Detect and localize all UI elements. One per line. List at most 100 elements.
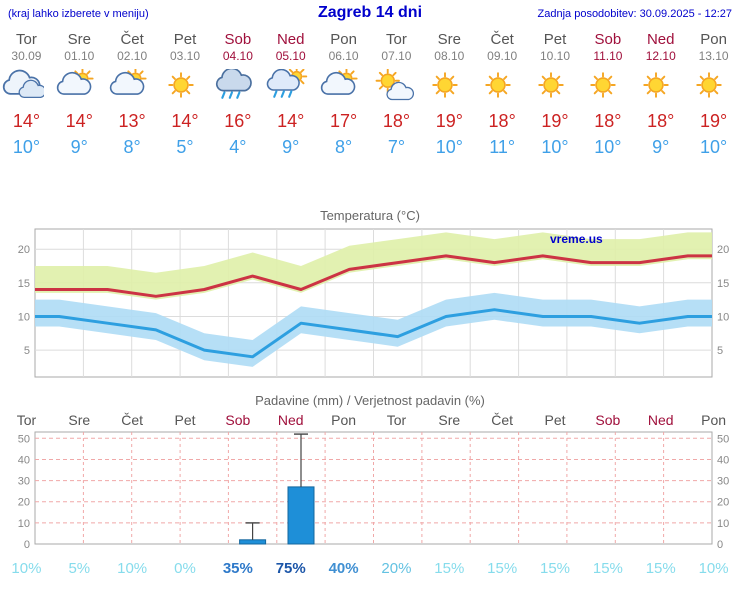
day-name-label: Tor bbox=[16, 31, 37, 48]
tmin-line bbox=[35, 308, 712, 359]
precip-day-label: Ned bbox=[277, 412, 304, 428]
forecast-day[interactable]: Čet 09.10 18° 11° bbox=[476, 31, 529, 158]
location-note: (kraj lahko izberete v meniju) bbox=[8, 8, 149, 20]
day-tmin-value: 10° bbox=[699, 137, 728, 157]
day-date-label: 01.10 bbox=[64, 49, 95, 63]
forecast-day[interactable]: Sre 08.10 19° 10° bbox=[423, 31, 476, 158]
day-date-label: 13.10 bbox=[698, 49, 729, 63]
day-tmax-value: 17° bbox=[329, 111, 358, 131]
svg-text:10: 10 bbox=[717, 518, 729, 530]
partly-cloudy-icon bbox=[53, 69, 106, 107]
day-tmax-value: 14° bbox=[277, 111, 305, 131]
svg-text:50: 50 bbox=[717, 433, 729, 445]
forecast-day[interactable]: Pet 10.10 19° 10° bbox=[529, 31, 582, 158]
day-date-label: 07.10 bbox=[381, 49, 412, 63]
page-title: Zagreb 14 dni bbox=[317, 4, 423, 21]
forecast-day[interactable]: Sob 04.10 16° 4° bbox=[211, 31, 264, 158]
day-tmax-value: 14° bbox=[12, 111, 41, 131]
precip-day-label: Čet bbox=[121, 412, 144, 428]
svg-text:30: 30 bbox=[717, 476, 729, 488]
day-name-label: Pon bbox=[700, 31, 727, 48]
precip-day-label: Sre bbox=[438, 412, 461, 428]
precip-day-label: Ned bbox=[647, 412, 674, 428]
day-tmin-value: 5° bbox=[176, 137, 194, 157]
forecast-day[interactable]: Pet 03.10 14° 5° bbox=[159, 31, 212, 158]
forecast-day[interactable]: Pon 13.10 19° 10° bbox=[687, 31, 740, 158]
precip-probability-value: 5% bbox=[68, 560, 91, 577]
precip-day-label: Pon bbox=[701, 412, 727, 428]
precip-day-labels: Tor Sre Čet Pet Sob Ned Pon Tor Sre Čet Pet Sob Ned P… bbox=[0, 412, 740, 428]
precip-probability-value: 10% bbox=[117, 560, 148, 577]
svg-text:20: 20 bbox=[18, 497, 30, 509]
forecast-day[interactable]: Ned 05.10 14° 9° bbox=[264, 31, 317, 158]
forecast-day[interactable]: Ned 12.10 18° 9° bbox=[634, 31, 687, 158]
day-date-label: 04.10 bbox=[222, 49, 253, 63]
day-date-label: 09.10 bbox=[487, 49, 518, 63]
mostly-sunny-icon bbox=[370, 69, 423, 107]
precip-day-label: Pon bbox=[331, 412, 357, 428]
day-name-label: Sre bbox=[67, 31, 91, 48]
precip-probability-value: 75% bbox=[275, 560, 306, 577]
temperature-chart-title: Temperatura (°C) bbox=[320, 208, 420, 223]
temperature-chart: 5 5 10 10 15 15 20 20 vreme.us bbox=[0, 223, 740, 383]
day-tmax-value: 14° bbox=[171, 111, 199, 131]
svg-text:20: 20 bbox=[717, 244, 729, 256]
sunny-icon bbox=[634, 69, 687, 107]
day-tmax-value: 19° bbox=[541, 111, 569, 131]
cloudy-icon bbox=[0, 69, 53, 107]
day-tmin-value: 11° bbox=[489, 137, 516, 157]
day-name-label: Sre bbox=[437, 31, 461, 48]
day-tmin-value: 8° bbox=[123, 137, 141, 157]
day-tmax-value: 19° bbox=[699, 111, 728, 131]
partly-cloudy-icon bbox=[106, 69, 159, 107]
precip-probability-value: 10% bbox=[11, 560, 42, 577]
day-date-label: 02.10 bbox=[117, 49, 148, 63]
day-name-label: Pet bbox=[173, 31, 197, 48]
day-name-label: Tor bbox=[386, 31, 407, 48]
precip-probability-value: 10% bbox=[698, 560, 729, 577]
precip-bar bbox=[287, 486, 315, 545]
day-tmin-value: 7° bbox=[387, 137, 406, 157]
precip-probability-value: 15% bbox=[434, 560, 465, 577]
precip-probability-value: 15% bbox=[592, 560, 623, 577]
forecast-day[interactable]: Sob 11.10 18° 10° bbox=[581, 31, 634, 158]
day-tmax-value: 18° bbox=[647, 111, 675, 131]
day-name-label: Ned bbox=[276, 31, 305, 48]
day-date-label: 10.10 bbox=[540, 49, 571, 63]
day-tmin-value: 4° bbox=[229, 137, 247, 157]
svg-text:40: 40 bbox=[717, 455, 729, 467]
forecast-day[interactable]: Pon 06.10 17° 8° bbox=[317, 31, 370, 158]
sunny-icon bbox=[159, 69, 212, 107]
day-date-label: 08.10 bbox=[434, 49, 465, 63]
day-tmin-value: 10° bbox=[594, 137, 622, 157]
precip-day-label: Pet bbox=[174, 412, 196, 428]
forecast-day[interactable]: Tor 30.09 14° 10° bbox=[0, 31, 53, 158]
precip-day-label: Čet bbox=[491, 412, 514, 428]
forecast-day[interactable]: Sre 01.10 14° 9° bbox=[53, 31, 106, 158]
day-tmin-value: 9° bbox=[282, 137, 300, 157]
day-tmax-value: 18° bbox=[382, 111, 411, 131]
forecast-day[interactable]: Čet 02.10 13° 8° bbox=[106, 31, 159, 158]
forecast-day[interactable]: Tor 07.10 18° 7° bbox=[370, 31, 423, 158]
day-tmax-value: 13° bbox=[118, 111, 146, 131]
day-name-label: Pet bbox=[543, 31, 567, 48]
svg-text:15: 15 bbox=[18, 278, 30, 290]
precip-probability-value: 35% bbox=[222, 560, 253, 577]
day-tmin-value: 9° bbox=[70, 137, 88, 157]
sunny-icon bbox=[529, 69, 582, 107]
day-tmax-value: 19° bbox=[435, 111, 463, 131]
day-date-label: 12.10 bbox=[645, 49, 676, 63]
tmax-line bbox=[35, 254, 712, 298]
svg-text:40: 40 bbox=[18, 455, 30, 467]
precip-day-label: Tor bbox=[16, 412, 37, 428]
day-name-label: Sob bbox=[224, 31, 252, 48]
precip-probability-value: 15% bbox=[645, 560, 676, 577]
watermark-link[interactable]: vreme.us bbox=[550, 232, 603, 246]
last-update: Zadnja posodobitev: 30.09.2025 - 12:27 bbox=[537, 8, 732, 20]
precip-day-label: Sob bbox=[225, 412, 251, 428]
svg-text:10: 10 bbox=[18, 518, 30, 530]
partly-cloudy-icon bbox=[317, 69, 370, 107]
precip-day-label: Pet bbox=[544, 412, 566, 428]
precip-chart: 0 0 10 10 20 20 30 30 40 40 50 50 bbox=[0, 428, 740, 558]
tmin-band bbox=[35, 292, 712, 367]
